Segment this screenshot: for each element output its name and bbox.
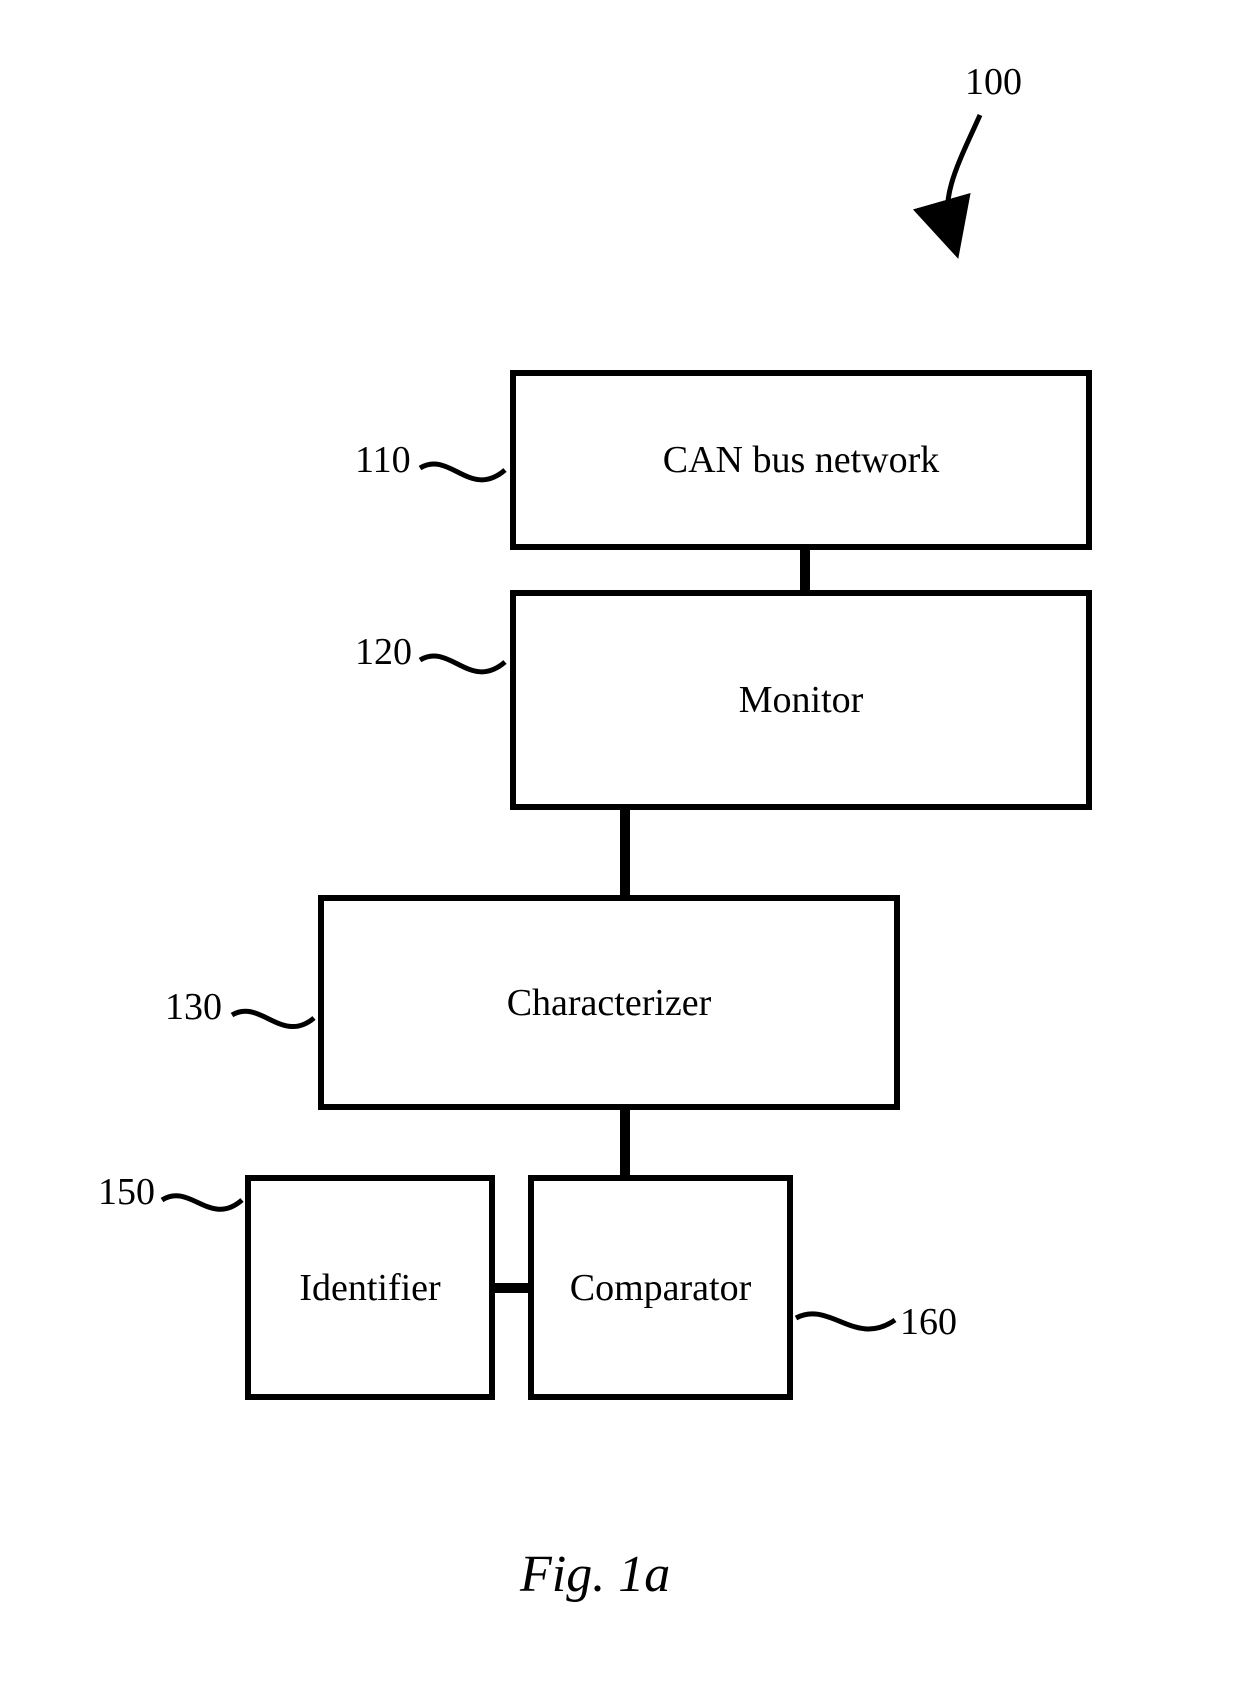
leader-150 xyxy=(162,1196,242,1210)
ref-label-120: 120 xyxy=(355,630,412,674)
connector xyxy=(495,1283,528,1293)
figure-caption: Fig. 1a xyxy=(520,1545,670,1604)
node-label: CAN bus network xyxy=(663,438,940,482)
node-monitor: Monitor xyxy=(510,590,1092,810)
node-can-bus-network: CAN bus network xyxy=(510,370,1092,550)
ref-label-110: 110 xyxy=(355,438,411,482)
node-characterizer: Characterizer xyxy=(318,895,900,1110)
connector xyxy=(800,550,810,590)
ref-label-130: 130 xyxy=(165,985,222,1029)
node-identifier: Identifier xyxy=(245,1175,495,1400)
connector xyxy=(620,810,630,895)
leader-160 xyxy=(796,1314,895,1329)
ref-label-160: 160 xyxy=(900,1300,957,1344)
diagram-canvas: { "figure": { "caption": "Fig. 1a", "cap… xyxy=(0,0,1240,1692)
leader-120 xyxy=(420,656,505,672)
connector xyxy=(620,1110,630,1175)
node-label: Characterizer xyxy=(507,981,712,1025)
node-label: Identifier xyxy=(299,1266,440,1310)
ref-label-150: 150 xyxy=(98,1170,155,1214)
ref-arrow-100 xyxy=(947,115,980,230)
leader-130 xyxy=(232,1011,314,1026)
node-comparator: Comparator xyxy=(528,1175,793,1400)
ref-label-100: 100 xyxy=(965,60,1022,104)
leader-110 xyxy=(420,464,505,480)
node-label: Monitor xyxy=(739,678,864,722)
node-label: Comparator xyxy=(570,1266,752,1310)
